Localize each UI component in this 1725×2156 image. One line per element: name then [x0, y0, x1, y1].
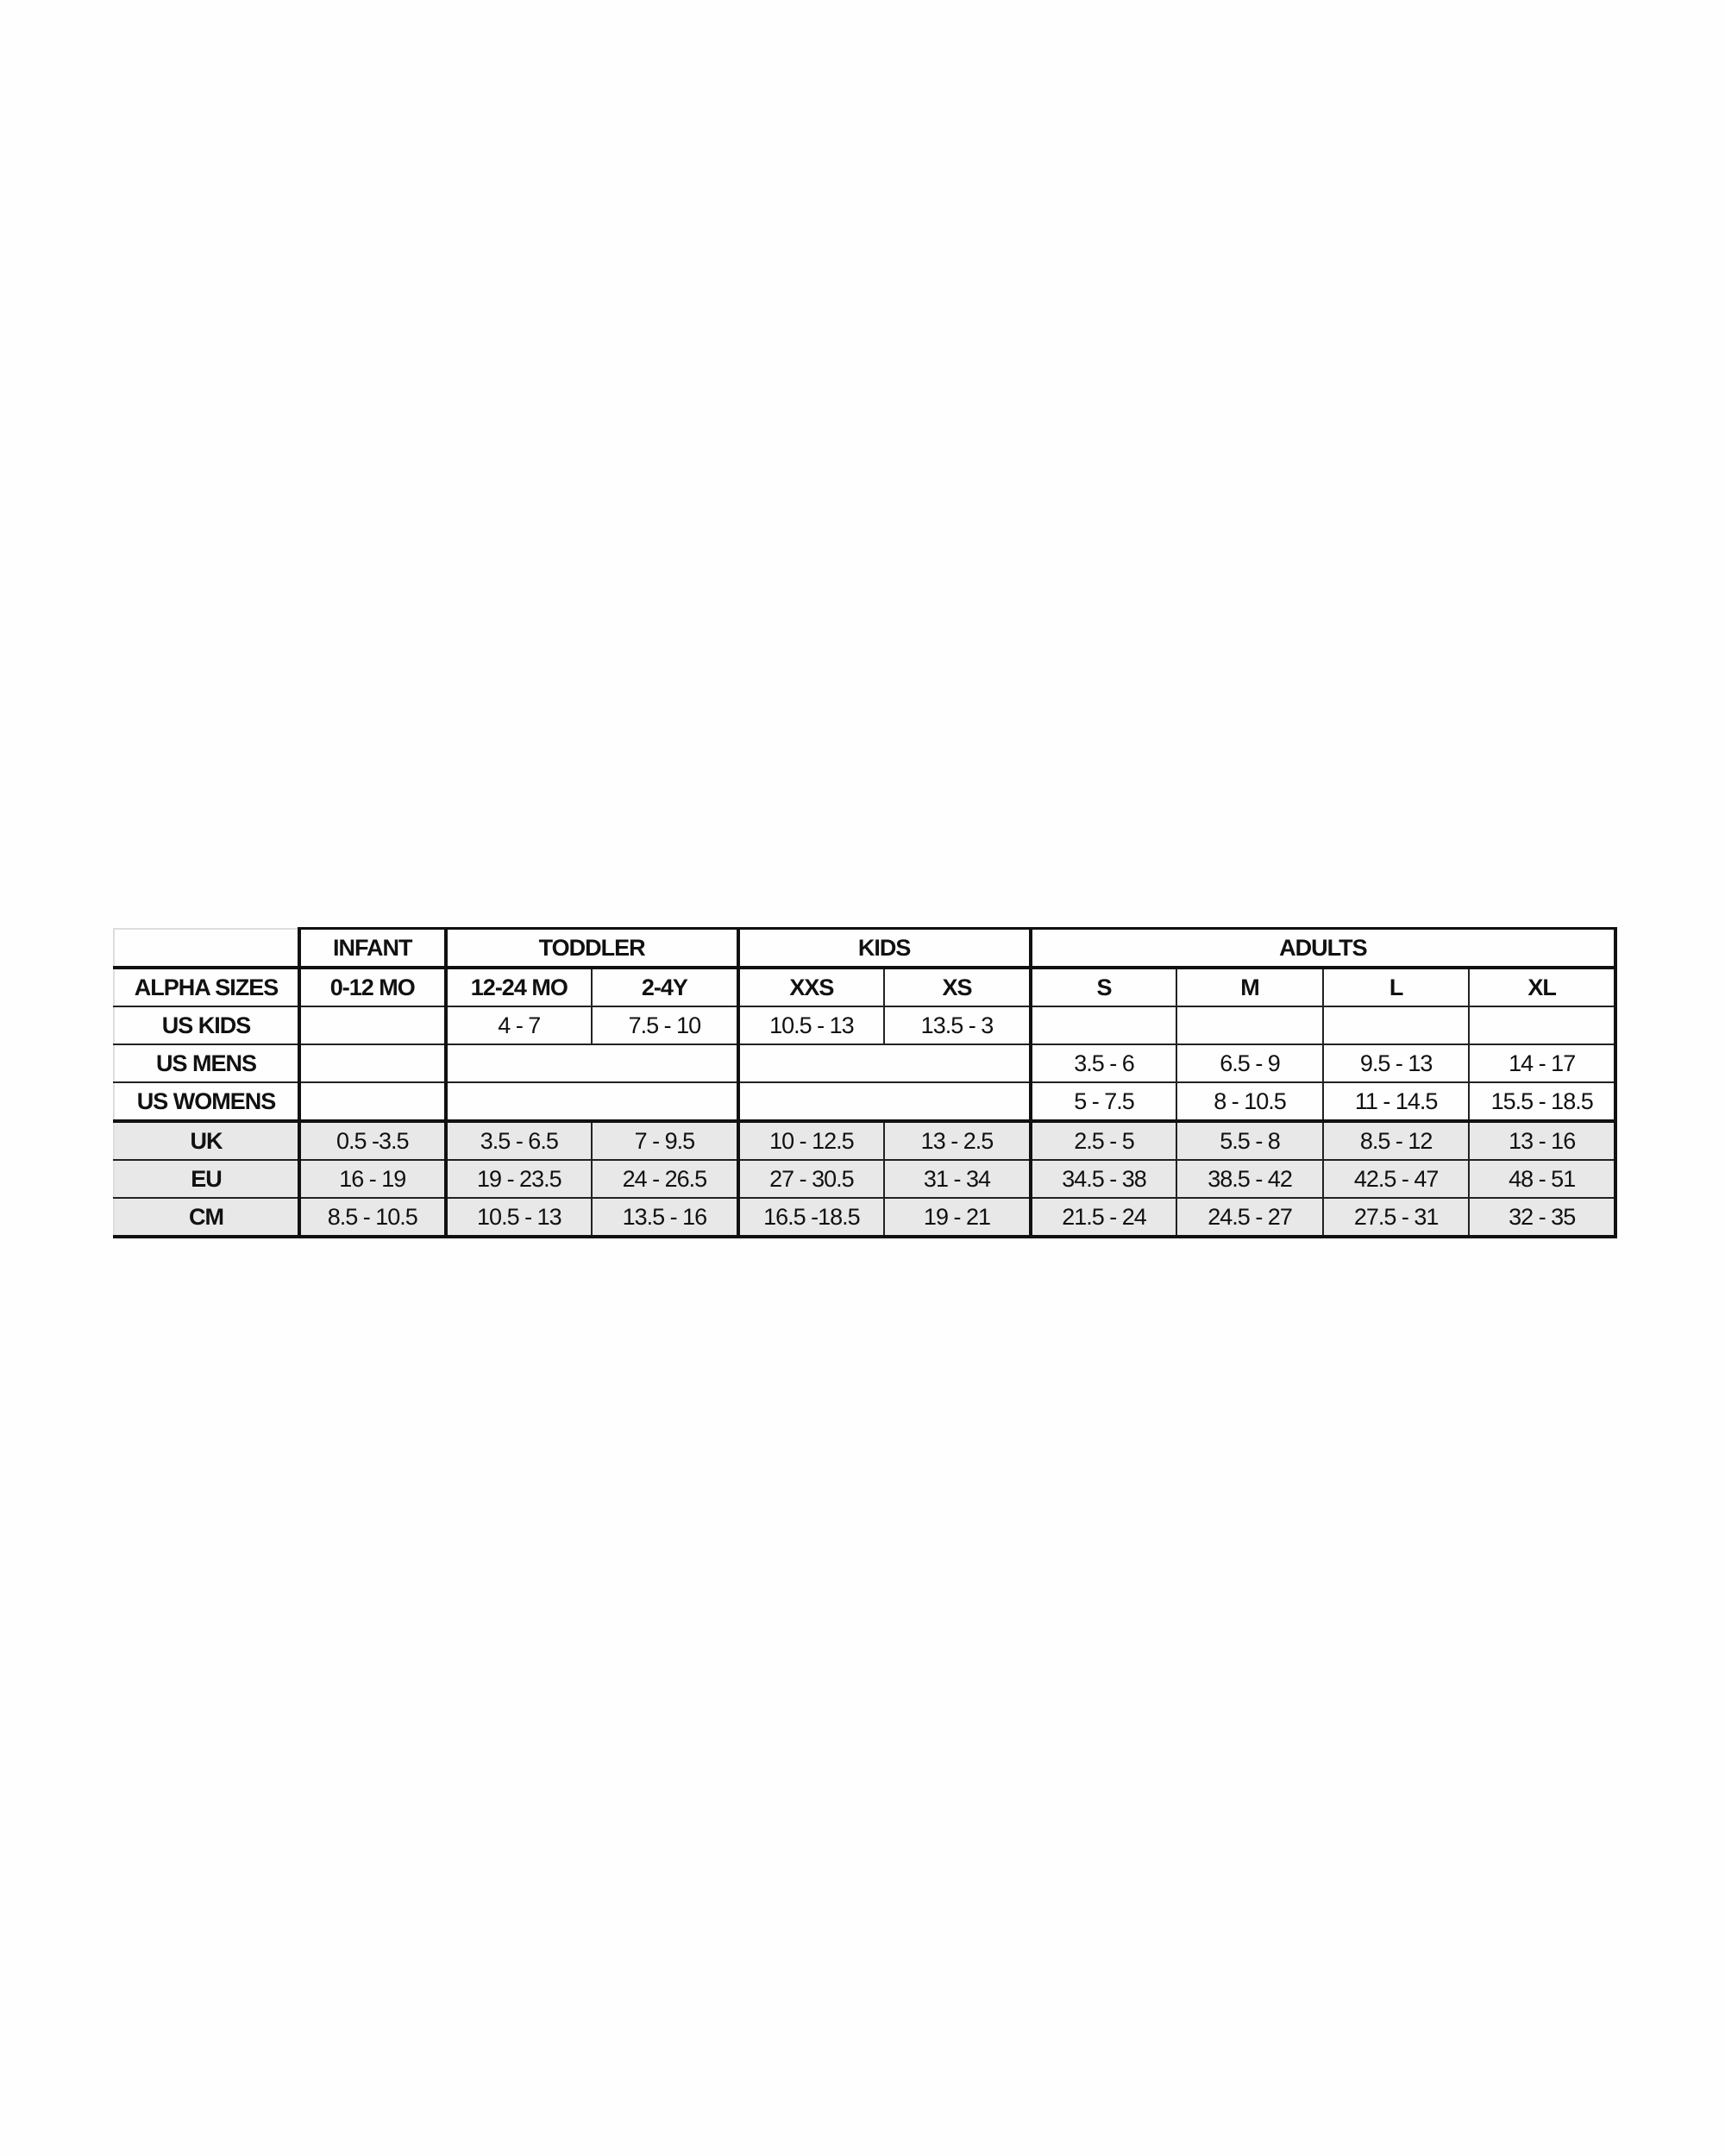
size-cell: 10.5 - 13	[444, 1197, 593, 1238]
row-cm: CM 8.5 - 10.5 10.5 - 13 13.5 - 16 16.5 -18.5…	[113, 1197, 1617, 1238]
size-cell: 6.5 - 9	[1176, 1044, 1324, 1083]
size-cell: 5 - 7.5	[1029, 1081, 1178, 1122]
size-cell	[1321, 1006, 1471, 1045]
size-cell: 8 - 10.5	[1176, 1081, 1324, 1122]
size-cell: S	[1029, 967, 1178, 1007]
size-cell: 4 - 7	[444, 1006, 593, 1045]
size-cell: XS	[883, 967, 1032, 1007]
row-label: EU	[113, 1159, 301, 1199]
size-cell	[1029, 1006, 1178, 1045]
size-cell: 8.5 - 10.5	[298, 1197, 448, 1238]
size-cell: 12-24 MO	[444, 967, 593, 1007]
row-eu: EU 16 - 19 19 - 23.5 24 - 26.5 27 - 30.5 31 -…	[113, 1159, 1617, 1199]
size-cell: 13 - 16	[1468, 1119, 1617, 1161]
row-uk: UK 0.5 -3.5 3.5 - 6.5 7 - 9.5 10 - 12.5 13 - …	[113, 1119, 1617, 1161]
size-cell: XXS	[737, 967, 886, 1007]
size-cell: 27 - 30.5	[737, 1159, 886, 1199]
size-cell	[298, 1081, 448, 1122]
row-label: US KIDS	[113, 1006, 301, 1045]
size-cell: 24 - 26.5	[591, 1159, 740, 1199]
size-cell: 21.5 - 24	[1029, 1197, 1178, 1238]
row-label: US MENS	[113, 1044, 301, 1083]
row-us-womens: US WOMENS 5 - 7.5 8 - 10.5 11 - 14.5 15.5 - …	[113, 1081, 1617, 1122]
size-cell: M	[1176, 967, 1324, 1007]
corner-cell	[113, 927, 301, 969]
size-cell	[298, 1006, 448, 1045]
size-cell	[298, 1044, 448, 1083]
row-label: CM	[113, 1197, 301, 1238]
size-cell: 16 - 19	[298, 1159, 448, 1199]
size-cell: 27.5 - 31	[1321, 1197, 1471, 1238]
size-cell: 15.5 - 18.5	[1468, 1081, 1617, 1122]
size-chart-table: INFANT TODDLER KIDS ADULTS ALPHA SIZES 0-12 M…	[113, 927, 1618, 1238]
row-alpha-sizes: ALPHA SIZES 0-12 MO 12-24 MO 2-4Y XXS XS S M L XL	[113, 967, 1617, 1007]
size-cell: 7 - 9.5	[591, 1119, 740, 1161]
size-cell: 19 - 23.5	[444, 1159, 593, 1199]
row-label: UK	[113, 1119, 301, 1161]
group-header-row: INFANT TODDLER KIDS ADULTS	[113, 927, 1618, 969]
size-cell: 31 - 34	[883, 1159, 1032, 1199]
size-cell: 13.5 - 16	[591, 1197, 740, 1238]
size-cell: 8.5 - 12	[1321, 1119, 1471, 1161]
group-header-infant: INFANT	[298, 927, 448, 969]
size-cell: 2.5 - 5	[1029, 1119, 1178, 1161]
size-cell: L	[1321, 967, 1471, 1007]
size-cell: 13.5 - 3	[883, 1006, 1032, 1045]
size-cell: 0.5 -3.5	[298, 1119, 448, 1161]
size-cell	[737, 1081, 1032, 1122]
size-cell: 42.5 - 47	[1321, 1159, 1471, 1199]
size-cell: 19 - 21	[883, 1197, 1032, 1238]
size-cell: XL	[1468, 967, 1617, 1007]
size-cell: 14 - 17	[1468, 1044, 1617, 1083]
size-cell	[444, 1081, 740, 1122]
size-cell: 11 - 14.5	[1321, 1081, 1471, 1122]
size-cell: 48 - 51	[1468, 1159, 1617, 1199]
group-header-toddler: TODDLER	[444, 927, 740, 969]
size-cell: 10.5 - 13	[737, 1006, 886, 1045]
size-cell: 32 - 35	[1468, 1197, 1617, 1238]
size-cell	[1468, 1006, 1617, 1045]
group-header-kids: KIDS	[737, 927, 1032, 969]
size-cell	[1176, 1006, 1324, 1045]
row-label: US WOMENS	[113, 1081, 301, 1122]
size-cell: 3.5 - 6.5	[444, 1119, 593, 1161]
size-cell: 10 - 12.5	[737, 1119, 886, 1161]
size-cell: 7.5 - 10	[591, 1006, 740, 1045]
size-cell: 5.5 - 8	[1176, 1119, 1324, 1161]
size-cell	[444, 1044, 740, 1083]
size-cell: 9.5 - 13	[1321, 1044, 1471, 1083]
size-cell: 3.5 - 6	[1029, 1044, 1178, 1083]
group-header-adults: ADULTS	[1029, 927, 1618, 969]
size-cell: 34.5 - 38	[1029, 1159, 1178, 1199]
size-cell: 13 - 2.5	[883, 1119, 1032, 1161]
row-us-kids: US KIDS 4 - 7 7.5 - 10 10.5 - 13 13.5 - 3	[113, 1006, 1617, 1045]
size-cell: 38.5 - 42	[1176, 1159, 1324, 1199]
size-cell: 2-4Y	[591, 967, 740, 1007]
size-cell	[737, 1044, 1032, 1083]
size-cell: 16.5 -18.5	[737, 1197, 886, 1238]
size-cell: 0-12 MO	[298, 967, 448, 1007]
row-us-mens: US MENS 3.5 - 6 6.5 - 9 9.5 - 13 14 - 17	[113, 1044, 1617, 1083]
size-cell: 24.5 - 27	[1176, 1197, 1324, 1238]
row-label: ALPHA SIZES	[113, 967, 301, 1007]
